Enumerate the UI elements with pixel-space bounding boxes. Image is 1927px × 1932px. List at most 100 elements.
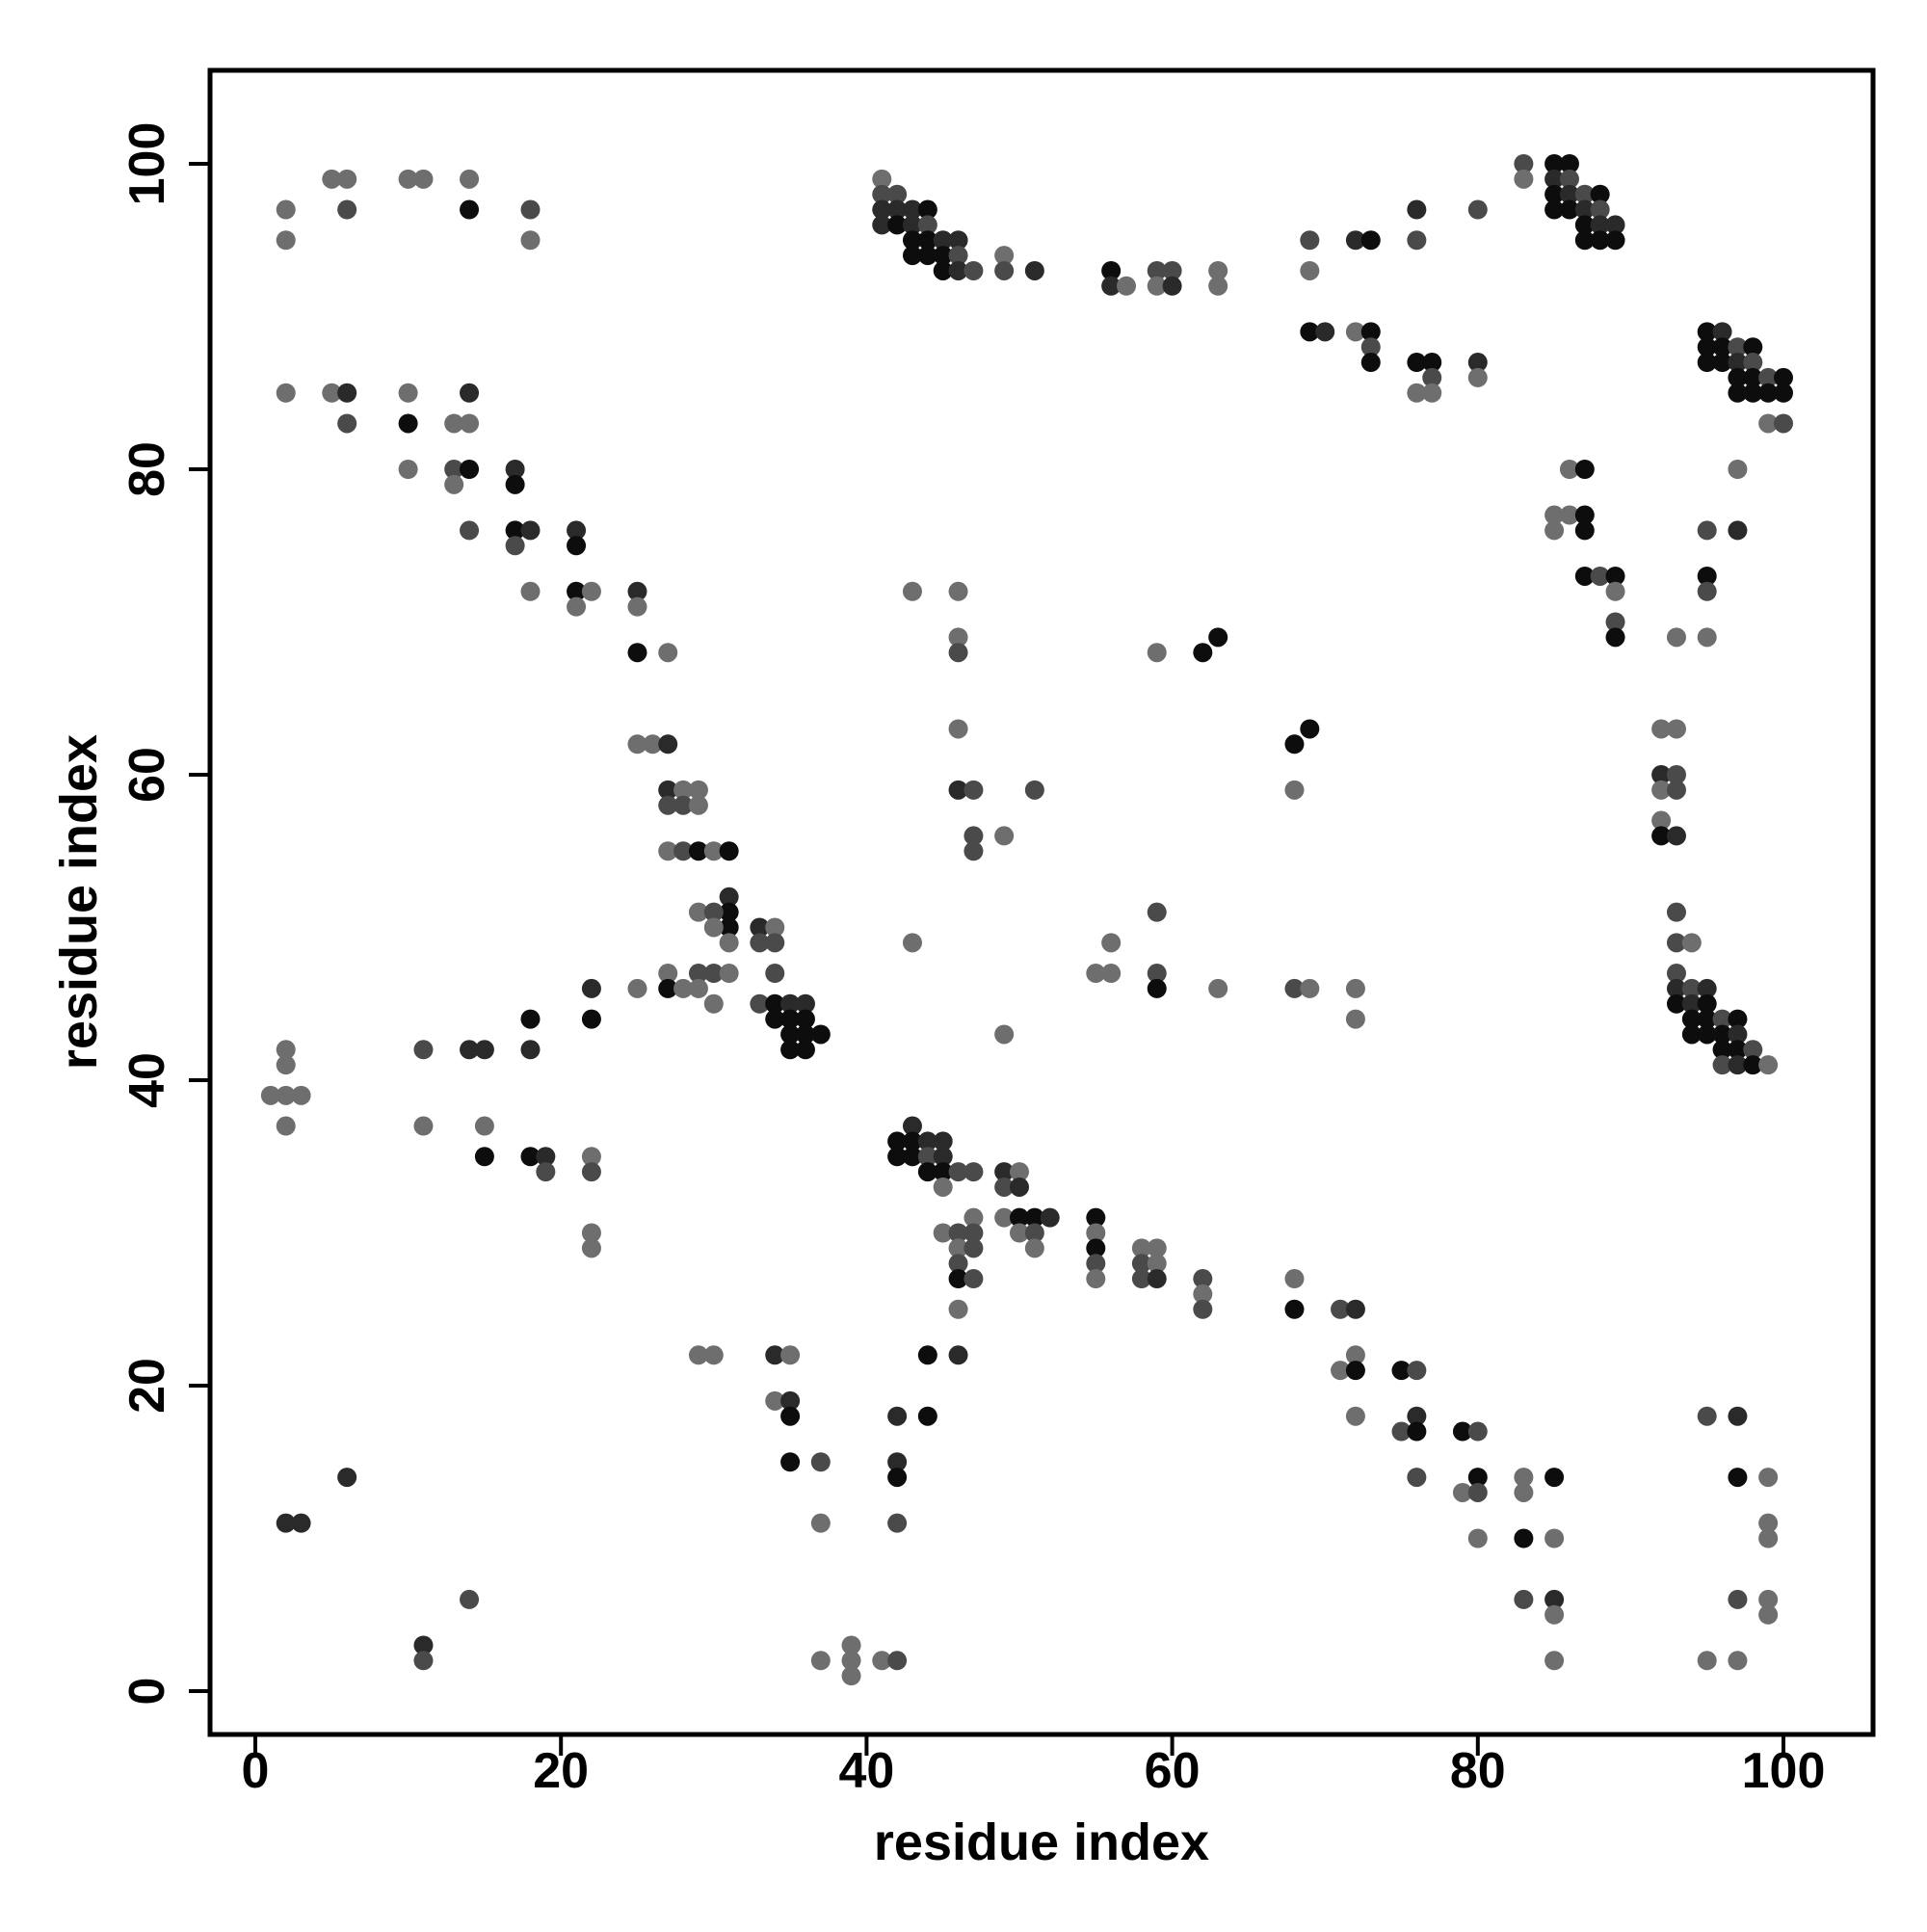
y-tick-label: 100: [119, 122, 175, 206]
contact-point: [703, 1345, 724, 1365]
contact-point: [1681, 1024, 1702, 1045]
contact-point: [322, 169, 342, 189]
contact-point: [1605, 566, 1625, 586]
contact-point: [1544, 1528, 1565, 1548]
contact-point: [1467, 353, 1488, 373]
x-axis-title: residue index: [874, 1813, 1209, 1871]
contact-point: [1514, 1528, 1534, 1548]
contact-point: [1681, 933, 1702, 953]
contact-point: [917, 1345, 937, 1365]
contact-point: [1117, 276, 1137, 296]
contact-point: [1086, 1269, 1106, 1289]
contact-point: [276, 1513, 296, 1533]
contact-point: [1407, 1406, 1427, 1426]
contact-point: [1712, 1055, 1732, 1075]
contact-point: [887, 1452, 908, 1472]
contact-point: [322, 383, 342, 403]
contact-point: [1101, 260, 1122, 280]
contact-point: [460, 383, 480, 403]
contact-point: [902, 933, 922, 953]
contact-point: [1666, 719, 1686, 739]
contact-point: [1651, 765, 1672, 784]
contact-point: [505, 474, 525, 494]
contact-point: [337, 1468, 357, 1488]
data-points: [260, 154, 1793, 1686]
contact-point: [765, 993, 785, 1014]
contact-point: [1712, 353, 1732, 373]
contact-point: [1743, 1040, 1763, 1060]
contact-point: [1407, 353, 1427, 373]
contact-point: [1651, 826, 1672, 846]
contact-point: [1774, 383, 1793, 403]
contact-point: [1666, 902, 1686, 922]
contact-point: [1024, 1207, 1044, 1228]
contact-point: [1666, 978, 1686, 998]
contact-point: [703, 964, 724, 984]
contact-point: [1697, 581, 1717, 601]
contact-point: [1605, 627, 1625, 648]
contact-point: [627, 734, 647, 754]
contact-point: [1514, 169, 1534, 189]
contact-point: [1514, 1468, 1534, 1488]
contact-point: [337, 169, 357, 189]
contact-point: [964, 841, 984, 861]
contact-point: [1544, 1468, 1565, 1488]
contact-point: [719, 933, 739, 953]
contact-point: [1666, 933, 1686, 953]
x-tick-label: 80: [1450, 1743, 1506, 1799]
contact-point: [1407, 1361, 1427, 1381]
contact-point: [291, 1085, 311, 1105]
contact-point: [1147, 1238, 1167, 1258]
contact-point: [1712, 1040, 1732, 1060]
contact-point: [917, 246, 937, 266]
contact-point: [1300, 230, 1320, 251]
contact-point: [887, 1147, 908, 1167]
contact-point: [444, 460, 464, 479]
contact-point: [1666, 993, 1686, 1014]
contact-point: [1758, 1589, 1779, 1609]
contact-point: [398, 460, 418, 479]
contact-point: [581, 978, 601, 998]
contact-point: [872, 1651, 892, 1671]
contact-point: [276, 199, 296, 220]
contact-point: [917, 1406, 937, 1426]
contact-point: [1407, 383, 1427, 403]
contact-point: [964, 260, 984, 280]
contact-point: [1345, 1345, 1365, 1365]
contact-point: [780, 1452, 801, 1472]
contact-point: [948, 719, 968, 739]
contact-point: [520, 520, 541, 541]
contact-point: [1360, 337, 1381, 357]
contact-point: [1010, 1177, 1029, 1197]
contact-point: [994, 1024, 1015, 1045]
contact-point: [337, 199, 357, 220]
contact-point: [887, 1131, 908, 1151]
contact-point: [765, 1345, 785, 1365]
contact-point: [1345, 1009, 1365, 1029]
contact-point: [1193, 1299, 1213, 1319]
contact-point: [1728, 1055, 1748, 1075]
contact-point: [1697, 993, 1717, 1014]
contact-point: [765, 917, 785, 938]
contact-point: [1514, 1589, 1534, 1609]
contact-point: [795, 993, 815, 1014]
contact-point: [1651, 810, 1672, 831]
contact-point: [948, 581, 968, 601]
contact-point: [413, 1116, 434, 1136]
contact-point: [398, 413, 418, 434]
contact-point: [1086, 1207, 1106, 1228]
contact-point: [1422, 367, 1442, 387]
contact-point: [536, 1162, 556, 1182]
contact-point: [1544, 1651, 1565, 1671]
contact-point: [460, 460, 480, 479]
contact-point: [1147, 260, 1167, 280]
contact-point: [1574, 230, 1595, 251]
contact-point: [1544, 154, 1565, 173]
contact-point: [1284, 978, 1305, 998]
contact-point: [398, 383, 418, 403]
contact-point: [1284, 734, 1305, 754]
contact-point: [887, 1513, 908, 1533]
contact-point: [1605, 215, 1625, 235]
contact-point: [1024, 260, 1044, 280]
